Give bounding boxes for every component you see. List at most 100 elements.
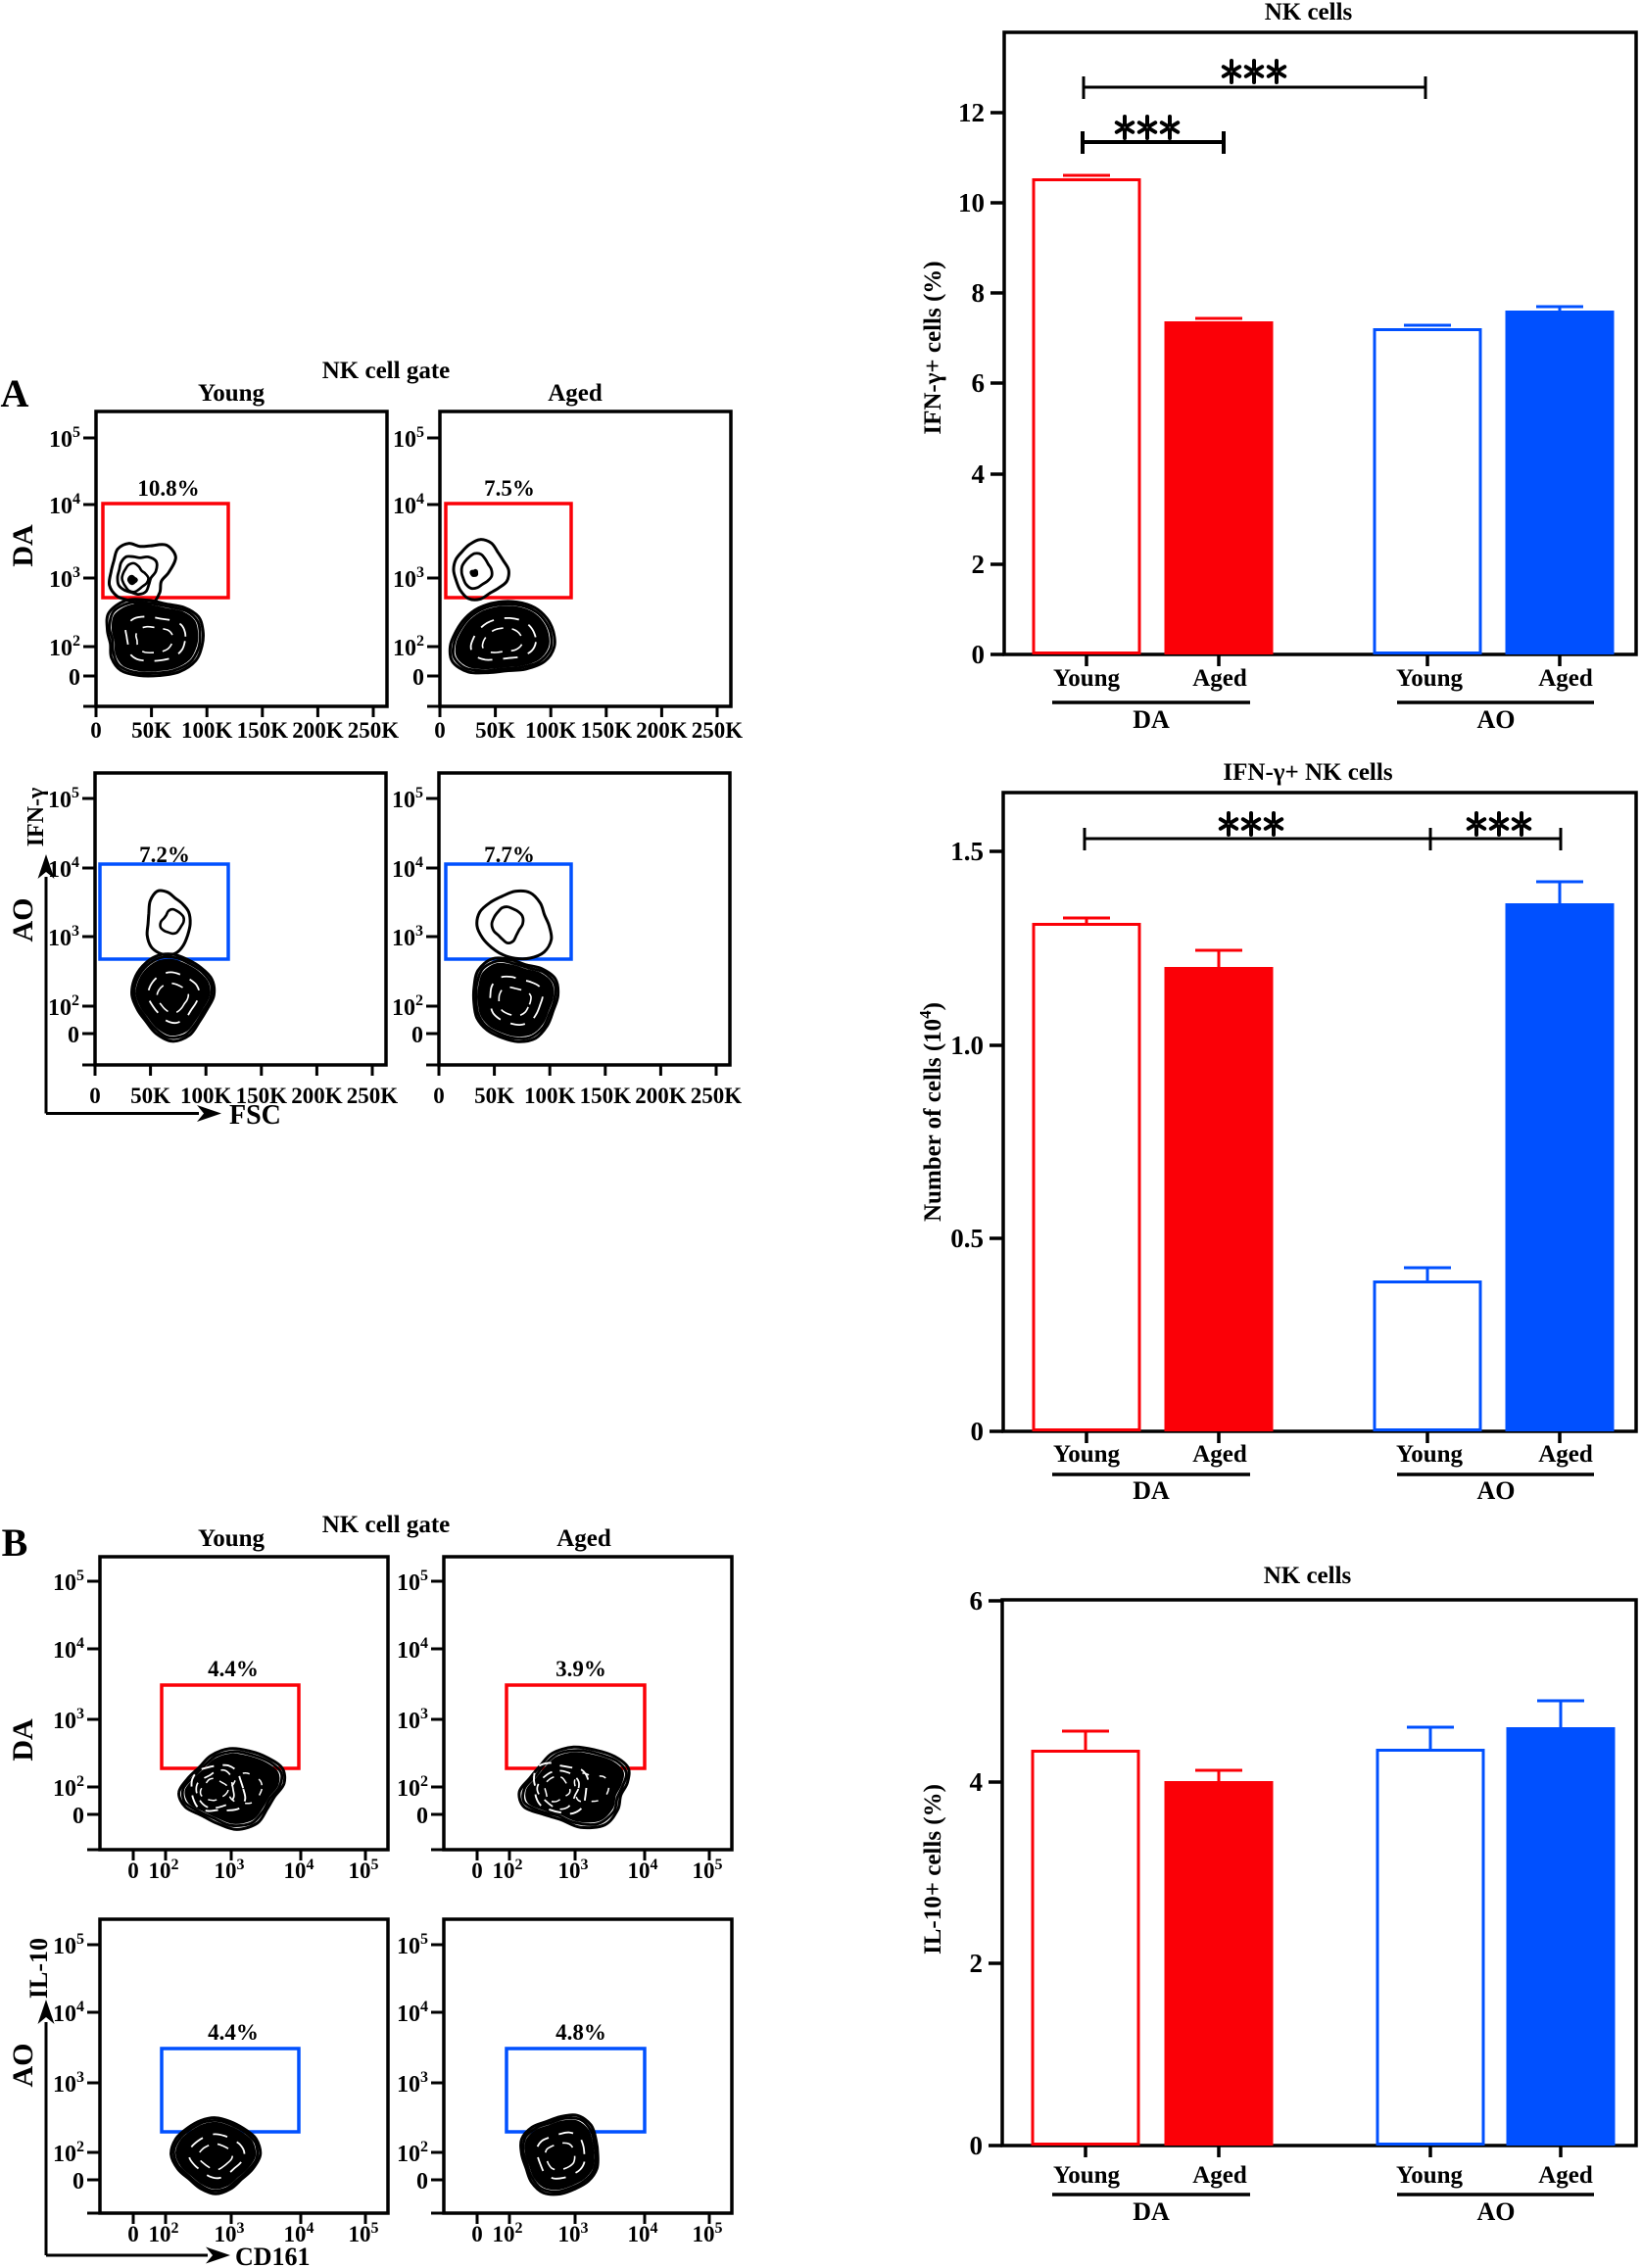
- svg-text:50K: 50K: [474, 1084, 514, 1108]
- svg-text:NK cells: NK cells: [1265, 0, 1353, 25]
- svg-text:0: 0: [127, 2222, 139, 2246]
- svg-text:150K: 150K: [236, 1084, 288, 1108]
- svg-text:DA: DA: [7, 1718, 39, 1761]
- svg-text:0: 0: [89, 1084, 101, 1108]
- svg-text:10: 10: [958, 188, 985, 217]
- svg-text:Aged: Aged: [1538, 2162, 1593, 2189]
- svg-text:0: 0: [69, 665, 80, 691]
- svg-text:IFN-γ+ NK cells: IFN-γ+ NK cells: [1223, 759, 1392, 786]
- svg-text:AO: AO: [7, 2044, 39, 2088]
- svg-text:50K: 50K: [130, 1084, 170, 1108]
- svg-text:150K: 150K: [237, 718, 289, 743]
- svg-text:Number of cells (104): Number of cells (104): [916, 1002, 946, 1222]
- svg-text:DA: DA: [7, 524, 39, 567]
- svg-text:Aged: Aged: [1192, 665, 1247, 692]
- svg-text:AO: AO: [7, 898, 39, 942]
- svg-text:4.8%: 4.8%: [555, 2020, 606, 2045]
- svg-text:102: 102: [149, 2220, 179, 2246]
- svg-text:Aged: Aged: [1538, 665, 1593, 692]
- svg-text:200K: 200K: [291, 1084, 343, 1108]
- svg-text:150K: 150K: [580, 1084, 632, 1108]
- svg-text:12: 12: [958, 98, 985, 127]
- svg-text:102: 102: [397, 1773, 428, 1802]
- svg-text:0: 0: [416, 2169, 428, 2195]
- svg-text:0: 0: [471, 1858, 483, 1883]
- svg-text:0: 0: [972, 640, 986, 669]
- svg-text:4: 4: [972, 459, 986, 489]
- svg-text:0: 0: [90, 718, 102, 743]
- svg-text:0: 0: [412, 665, 424, 691]
- svg-text:FSC: FSC: [229, 1100, 281, 1131]
- svg-text:250K: 250K: [691, 1084, 743, 1108]
- svg-text:IFN-γ+ cells (%): IFN-γ+ cells (%): [920, 261, 946, 434]
- svg-text:4.4%: 4.4%: [208, 2020, 259, 2045]
- svg-text:Young: Young: [1396, 1441, 1464, 1468]
- svg-text:7.5%: 7.5%: [484, 476, 535, 501]
- svg-text:NK cell gate: NK cell gate: [322, 1512, 451, 1538]
- svg-text:50K: 50K: [475, 718, 515, 743]
- svg-text:1.0: 1.0: [950, 1031, 984, 1060]
- svg-text:104: 104: [53, 1635, 84, 1664]
- svg-text:0: 0: [433, 1084, 445, 1108]
- svg-text:Young: Young: [198, 1525, 266, 1552]
- svg-text:2: 2: [972, 550, 986, 579]
- svg-text:150K: 150K: [581, 718, 633, 743]
- svg-text:7.2%: 7.2%: [139, 843, 190, 867]
- svg-text:0: 0: [411, 1023, 423, 1048]
- svg-text:250K: 250K: [692, 718, 744, 743]
- svg-text:Young: Young: [1053, 2162, 1121, 2189]
- svg-text:200K: 200K: [292, 718, 344, 743]
- svg-text:IL-10+ cells (%): IL-10+ cells (%): [920, 1784, 946, 1954]
- svg-text:0: 0: [970, 2131, 984, 2160]
- svg-text:0.5: 0.5: [950, 1224, 984, 1253]
- svg-text:3.9%: 3.9%: [555, 1657, 606, 1681]
- svg-text:250K: 250K: [348, 718, 400, 743]
- svg-text:2: 2: [970, 1949, 984, 1978]
- svg-text:103: 103: [53, 2069, 84, 2098]
- svg-text:Aged: Aged: [548, 380, 603, 407]
- svg-text:250K: 250K: [347, 1084, 399, 1108]
- svg-text:0: 0: [471, 2222, 483, 2246]
- svg-text:Young: Young: [1053, 1441, 1121, 1468]
- svg-text:1.5: 1.5: [950, 837, 984, 866]
- svg-text:0: 0: [72, 2169, 84, 2195]
- svg-text:Young: Young: [1053, 665, 1121, 692]
- svg-text:4: 4: [970, 1767, 984, 1797]
- svg-text:DA: DA: [1133, 1476, 1170, 1505]
- svg-text:8: 8: [972, 278, 986, 308]
- svg-text:4.4%: 4.4%: [208, 1657, 259, 1681]
- svg-text:Aged: Aged: [1538, 1441, 1593, 1468]
- svg-text:Young: Young: [198, 380, 266, 407]
- svg-text:6: 6: [970, 1586, 984, 1616]
- svg-text:AO: AO: [1477, 2197, 1516, 2226]
- svg-text:100K: 100K: [524, 1084, 576, 1108]
- svg-text:CD161: CD161: [235, 2243, 311, 2268]
- svg-text:0: 0: [416, 1804, 428, 1829]
- svg-text:Aged: Aged: [1192, 2162, 1247, 2189]
- svg-text:0: 0: [127, 1858, 139, 1883]
- svg-text:0: 0: [971, 1417, 985, 1446]
- svg-text:IFN-γ: IFN-γ: [24, 788, 49, 847]
- svg-text:NK cells: NK cells: [1264, 1563, 1352, 1589]
- svg-text:0: 0: [68, 1023, 79, 1048]
- svg-text:7.7%: 7.7%: [484, 843, 535, 867]
- svg-text:6: 6: [972, 368, 986, 398]
- svg-text:DA: DA: [1133, 2197, 1170, 2226]
- svg-text:NK cell gate: NK cell gate: [322, 358, 451, 384]
- svg-text:A: A: [1, 371, 29, 415]
- svg-text:100K: 100K: [181, 718, 233, 743]
- svg-text:Young: Young: [1396, 2162, 1464, 2189]
- svg-text:0: 0: [72, 1804, 84, 1829]
- svg-text:Aged: Aged: [1192, 1441, 1247, 1468]
- svg-text:DA: DA: [1133, 705, 1170, 734]
- svg-text:50K: 50K: [131, 718, 171, 743]
- svg-text:10.8%: 10.8%: [137, 476, 199, 501]
- svg-text:200K: 200K: [636, 718, 688, 743]
- svg-text:Young: Young: [1396, 665, 1464, 692]
- svg-text:100K: 100K: [525, 718, 577, 743]
- svg-text:200K: 200K: [635, 1084, 687, 1108]
- svg-text:Aged: Aged: [556, 1525, 611, 1552]
- svg-text:B: B: [2, 1520, 28, 1565]
- svg-text:AO: AO: [1477, 705, 1516, 734]
- svg-text:IL-10: IL-10: [24, 1938, 53, 1999]
